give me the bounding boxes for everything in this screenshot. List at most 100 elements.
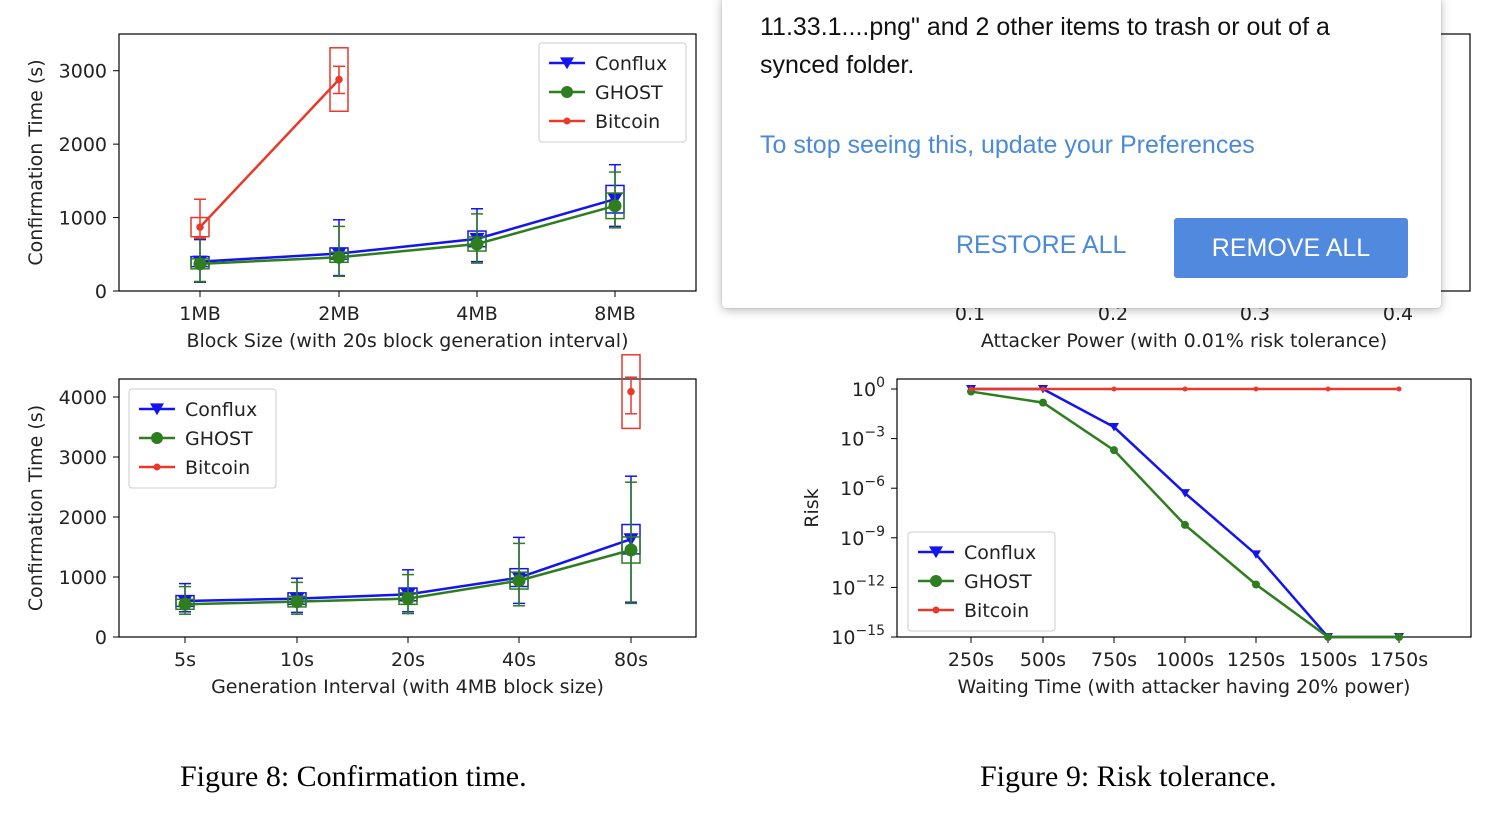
block-size-line-ghost [199,204,616,266]
risk-xtick-label: 1750s [1370,649,1428,671]
generation-interval-legend-box [128,388,277,489]
risk-xtick-label: 1250s [1227,649,1285,671]
generation-interval-ytick-label: 1000 [59,567,107,589]
block-size-ytick-label: 0 [95,281,107,303]
risk-legend-label-ghost: GHOST [964,571,1032,593]
generation-interval-xtick-label: 40s [502,649,536,671]
block-size-legend-marker-bitcoin [563,117,571,125]
risk-point-bitcoin [1325,386,1331,392]
notification-message: 11.33.1....png" and 2 other items to tra… [760,13,1330,79]
attacker-power-xlabel: Attacker Power (with 0.01% risk toleranc… [981,330,1387,352]
risk-legend-label-bitcoin: Bitcoin [964,600,1029,622]
risk-ytick-label: 10−9 [840,524,885,550]
figure-8-caption: Figure 8: Confirmation time. [180,760,527,793]
risk-ytick-label: 10−6 [840,474,885,500]
generation-interval-point-ghost [401,592,415,606]
risk-point-conflux [1109,423,1119,432]
attacker-power-xtick-label: 0.2 [1098,303,1128,325]
generation-interval-box-ghost [621,536,641,564]
risk-legend-label-conflux: Conflux [964,542,1036,564]
block-size-ytick-label: 3000 [59,61,107,83]
preferences-link[interactable]: To stop seeing this, update your Prefere… [760,131,1255,159]
risk-point-ghost [1181,520,1189,529]
generation-interval-ylabel: Confirmation Time (s) [25,405,47,611]
block-size-ylabel: Confirmation Time (s) [25,59,47,265]
risk-point-conflux [1180,489,1190,498]
risk-point-bitcoin [1253,386,1259,392]
generation-interval-ytick-label: 2000 [59,507,107,529]
generation-interval-ytick-label: 0 [95,627,107,649]
block-size-chart: 0 1000 2000 3000 1MB 2MB 4MB 8MB Block Size (wit… [25,33,697,352]
generation-interval-point-ghost [178,597,192,611]
risk-ytick-label: 10−15 [831,623,885,649]
attacker-power-xtick-label: 0.3 [1240,303,1270,325]
generation-interval-box-ghost [509,571,529,590]
risk-ytick-label: 10−12 [831,573,885,599]
risk-point-bitcoin [968,386,974,392]
generation-interval-box-bitcoin [621,354,641,430]
risk-xtick-label: 750s [1091,649,1137,671]
block-size-xtick-label: 8MB [594,303,636,325]
block-size-xtick-label: 4MB [456,303,498,325]
trash-notification-dialog: 11.33.1....png" and 2 other items to tra… [722,0,1441,308]
risk-point-ghost [1324,633,1332,641]
block-size-point-ghost [332,250,346,264]
risk-ytick-label: 100 [852,375,885,401]
risk-xlabel: Waiting Time (with attacker having 20% p… [958,676,1411,698]
risk-xtick-label: 1000s [1156,649,1214,671]
risk-xtick-label: 250s [948,649,994,671]
generation-interval-xtick-label: 10s [280,649,314,671]
risk-point-bitcoin [1396,386,1402,392]
risk-legend-marker-conflux [929,546,943,559]
generation-interval-point-bitcoin [627,387,635,396]
risk-xtick-label: 1500s [1299,649,1357,671]
block-size-legend-box [538,42,687,143]
generation-interval-legend-label-ghost: GHOST [185,428,253,450]
risk-point-ghost [1110,446,1118,455]
generation-interval-ytick-label: 3000 [59,447,107,469]
block-size-legend-label-conflux: Conflux [595,53,667,75]
risk-legend-box [907,531,1056,632]
block-size-point-ghost [470,237,484,251]
generation-interval-chart: 0 1000 2000 3000 4000 5s 10s 20s 40s 80s Generatio… [25,354,697,698]
block-size-point-bitcoin [335,75,343,84]
generation-interval-xtick-label: 5s [174,649,196,671]
generation-interval-xlabel: Generation Interval (with 4MB block size… [211,676,604,698]
risk-point-bitcoin [1182,386,1188,392]
generation-interval-ytick-label: 4000 [59,387,107,409]
block-size-box-bitcoin [329,47,349,112]
generation-interval-legend-marker-conflux [150,403,164,416]
block-size-point-ghost [193,257,207,271]
block-size-line-conflux [199,198,616,263]
risk-xtick-label: 500s [1020,649,1066,671]
generation-interval-legend-marker-ghost [151,432,163,444]
remove-all-button[interactable]: REMOVE ALL [1174,218,1408,278]
block-size-xlabel: Block Size (with 20s block generation in… [186,330,628,352]
block-size-box-bitcoin [190,216,210,238]
attacker-power-xtick-label: 0.4 [1383,303,1413,325]
risk-legend-marker-bitcoin [932,606,940,614]
block-size-xtick-label: 2MB [318,303,360,325]
figure-9-caption: Figure 9: Risk tolerance. [980,760,1277,793]
block-size-legend-marker-ghost [561,86,573,98]
block-size-point-ghost [608,199,622,213]
block-size-line-bitcoin [199,78,340,228]
block-size-plot-frame [118,33,697,292]
generation-interval-legend-marker-bitcoin [153,463,161,471]
block-size-legend-label-bitcoin: Bitcoin [595,111,660,133]
block-size-point-bitcoin [196,223,204,231]
block-size-ytick-label: 1000 [59,208,107,230]
risk-point-conflux [1251,550,1261,559]
generation-interval-point-ghost [624,543,638,557]
risk-point-bitcoin [1111,386,1117,392]
risk-point-ghost [1395,633,1403,641]
risk-plot-frame [896,378,1472,638]
generation-interval-legend-label-conflux: Conflux [185,399,257,421]
risk-ytick-label: 10−3 [840,425,885,451]
restore-all-button[interactable]: RESTORE ALL [956,231,1127,259]
generation-interval-xtick-label: 80s [614,649,648,671]
risk-chart: 100 10−3 10−6 10−9 10−12 10−15 250s 500s 750s 100… [801,375,1472,698]
risk-point-bitcoin [1040,386,1046,392]
generation-interval-point-ghost [290,595,304,609]
